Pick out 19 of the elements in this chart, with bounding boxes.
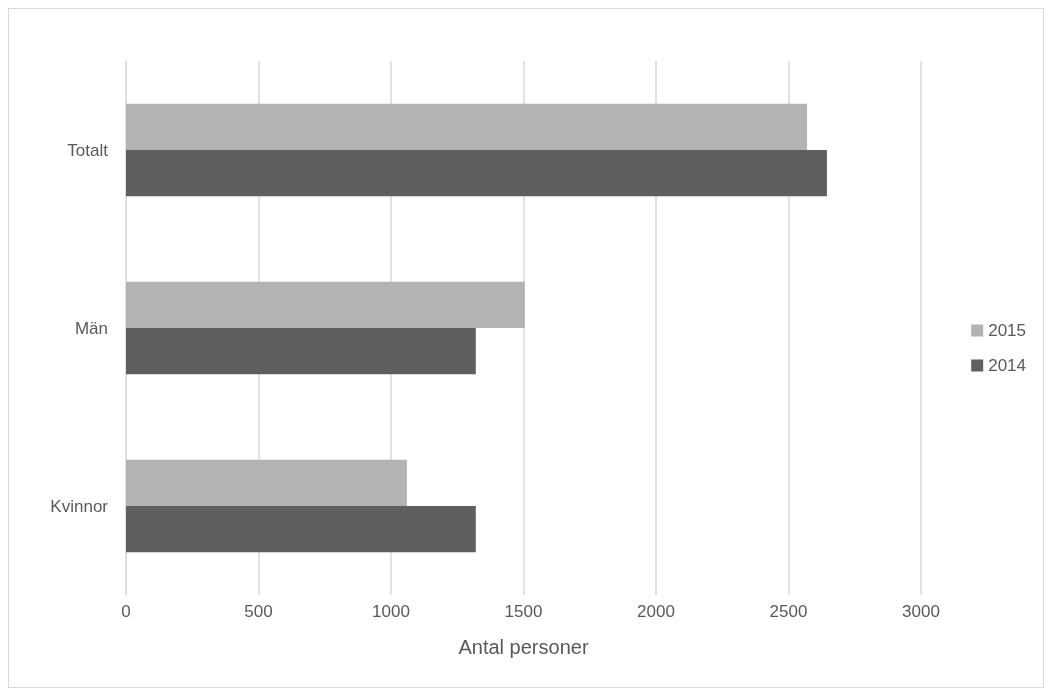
bar: [126, 506, 476, 553]
x-tick-label: 3000: [902, 602, 940, 621]
bar: [126, 459, 407, 506]
x-tick-label: 2500: [769, 602, 808, 621]
bar: [126, 150, 827, 197]
x-axis-title: Antal personer: [458, 636, 589, 658]
bar: [126, 103, 808, 150]
x-tick-label: 1500: [504, 602, 543, 621]
y-tick-label: Kvinnor: [50, 496, 109, 516]
x-tick-label: 500: [244, 602, 273, 621]
x-tick-label: 0: [121, 602, 131, 621]
x-tick-label: 2000: [637, 602, 675, 621]
y-tick-label: Män: [74, 318, 108, 338]
x-tick-label: 1000: [372, 602, 410, 621]
bar: [126, 281, 525, 328]
legend-label: 2014: [988, 356, 1027, 375]
legend-label: 2015: [988, 321, 1027, 340]
y-tick-label: Totalt: [67, 140, 109, 160]
bar: [126, 328, 476, 375]
